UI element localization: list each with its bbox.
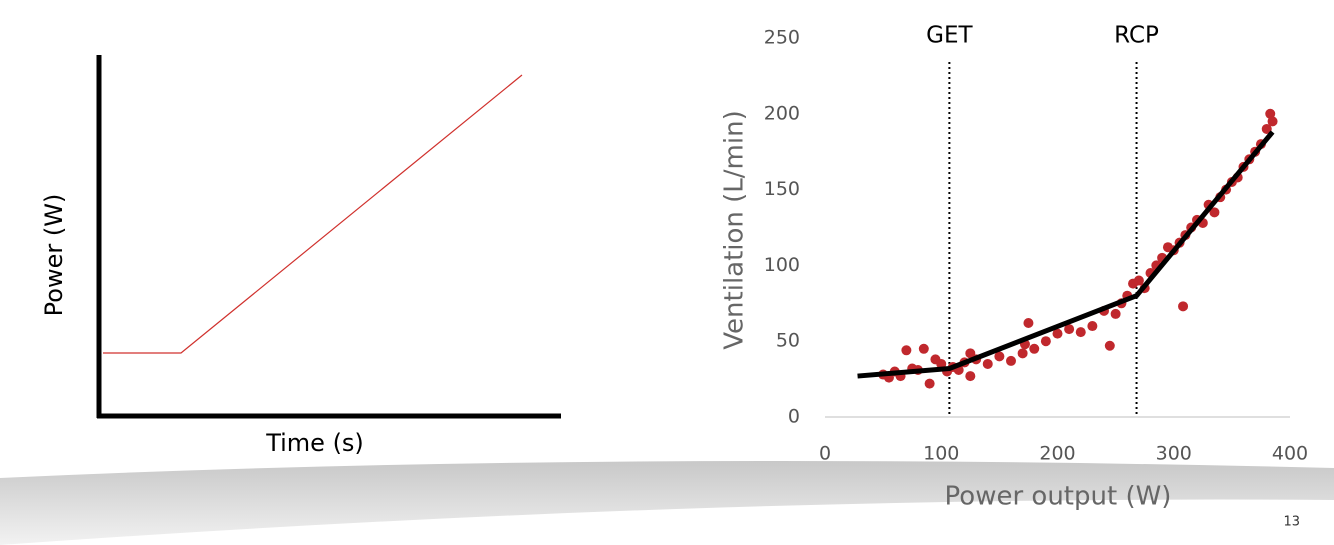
data-point	[1261, 123, 1272, 134]
ventilation-chart: 0 50 100 150 200 250 0 100 200 300 400 GET RCP Power …	[720, 23, 1309, 512]
y-tick-label: 250	[764, 27, 800, 49]
threshold-label: GET	[926, 23, 973, 49]
data-point	[994, 351, 1005, 362]
data-point	[1209, 207, 1220, 218]
data-point	[1133, 275, 1144, 286]
data-point	[1006, 355, 1016, 366]
data-point	[936, 358, 947, 369]
data-point	[1017, 348, 1028, 359]
fit-line	[857, 130, 1275, 379]
x-axis-label: Time (s)	[265, 429, 364, 457]
x-tick-label: 100	[923, 443, 959, 465]
y-tick-label: 100	[764, 254, 800, 276]
data-point	[1267, 116, 1278, 127]
slide-number: 13	[1283, 515, 1300, 530]
data-point	[982, 358, 993, 369]
power-ramp	[103, 74, 523, 354]
y-tick-label: 200	[764, 102, 800, 124]
y-axis-label: Power (W)	[40, 194, 68, 317]
x-axis-label: Power output (W)	[945, 482, 1172, 512]
y-axis-label: Ventilation (L/min)	[720, 110, 750, 349]
data-point	[1029, 343, 1040, 354]
data-point	[1178, 301, 1189, 312]
x-tick-label: 200	[1039, 443, 1075, 465]
data-point	[1023, 318, 1034, 329]
data-point	[965, 371, 976, 382]
data-point	[1040, 336, 1051, 347]
data-point	[1110, 308, 1121, 319]
data-point	[1075, 327, 1086, 338]
data-point	[1052, 328, 1063, 339]
footer-swoosh	[0, 460, 1334, 545]
y-tick-label: 50	[776, 330, 800, 352]
data-point	[1064, 324, 1075, 335]
data-point	[918, 343, 929, 354]
x-tick-label: 300	[1156, 443, 1192, 465]
threshold-label: RCP	[1114, 23, 1159, 49]
data-point	[1087, 321, 1098, 332]
data-point	[1104, 340, 1115, 351]
data-point	[1265, 108, 1276, 119]
x-tick-label: 0	[819, 443, 831, 465]
x-tick-label: 400	[1272, 443, 1308, 465]
data-point	[965, 348, 976, 359]
y-tick-label: 150	[764, 178, 800, 200]
data-point	[924, 378, 935, 389]
data-point	[901, 345, 912, 356]
y-tick-label: 0	[788, 406, 800, 428]
